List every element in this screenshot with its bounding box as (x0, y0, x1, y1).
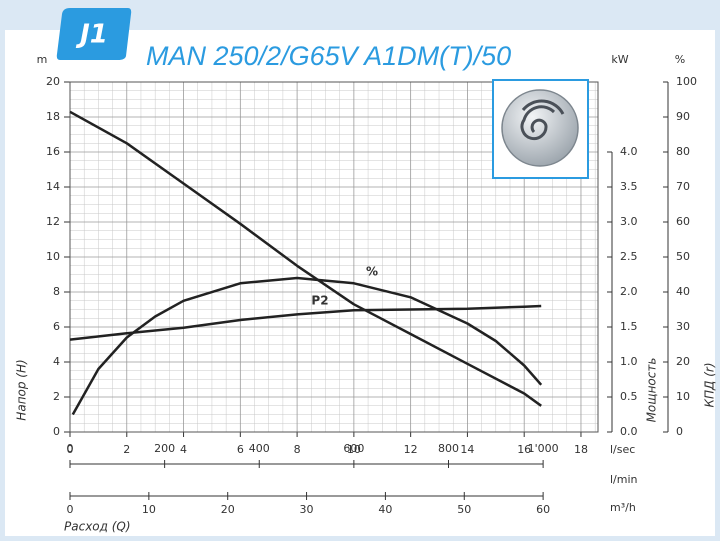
x-tick-label: 60 (536, 503, 550, 516)
y2-label: Мощность (645, 358, 659, 423)
x-unit: m³/h (610, 501, 636, 514)
chart-title: MAN 250/2/G65V A1DM(T)/50 (146, 41, 511, 71)
y-tick-label: 8 (53, 285, 60, 298)
x-tick-label: 12 (404, 443, 418, 456)
x-tick-label: 14 (460, 443, 474, 456)
y-tick-label: 18 (46, 110, 60, 123)
plot-frame (69, 81, 599, 433)
y2-unit: kW (611, 53, 628, 66)
x-tick-label: 0 (67, 503, 74, 516)
y3-tick-label: 50 (676, 250, 690, 263)
y3-tick-label: 20 (676, 355, 690, 368)
y-tick-label: 0 (53, 425, 60, 438)
badge-text: J1 (75, 20, 108, 50)
y-tick-label: 10 (46, 250, 60, 263)
curve (69, 304, 542, 341)
x-tick-label: 1'000 (528, 442, 559, 455)
y2-tick-label: 0.0 (620, 425, 638, 438)
curve-label: % (366, 265, 378, 279)
y3-tick-label: 10 (676, 390, 690, 403)
x-tick-label: 0 (67, 442, 74, 455)
x-tick-label: 4 (180, 443, 187, 456)
x-tick-label: 40 (378, 503, 392, 516)
y3-tick-label: 100 (676, 75, 697, 88)
x-tick-label: 16 (517, 443, 531, 456)
y-unit: m (37, 53, 48, 66)
curve-label: P2 (311, 294, 328, 308)
x-unit: l/min (610, 473, 638, 486)
x-tick-label: 6 (237, 443, 244, 456)
y3-tick-label: 90 (676, 110, 690, 123)
x-tick-label: 10 (347, 443, 361, 456)
y3-tick-label: 80 (676, 145, 690, 158)
x-tick-label: 2 (123, 443, 130, 456)
y3-tick-label: 40 (676, 285, 690, 298)
curve (69, 110, 542, 407)
y3-tick-label: 0 (676, 425, 683, 438)
y-tick-label: 16 (46, 145, 60, 158)
y3-label: КПД (r) (703, 362, 717, 407)
x-tick-label: 30 (300, 503, 314, 516)
y2-tick-label: 2.5 (620, 250, 638, 263)
x-unit: l/sec (610, 443, 635, 456)
y-tick-label: 6 (53, 320, 60, 333)
impeller-inset (492, 79, 589, 179)
y2-tick-label: 1.5 (620, 320, 638, 333)
y-tick-label: 2 (53, 390, 60, 403)
badge (56, 8, 132, 60)
x-label: Расход (Q) (64, 520, 131, 534)
y3-tick-label: 30 (676, 320, 690, 333)
x-tick-label: 0 (67, 443, 74, 456)
y3-tick-label: 60 (676, 215, 690, 228)
y2-tick-label: 0.5 (620, 390, 638, 403)
y2-tick-label: 3.5 (620, 180, 638, 193)
x-tick-label: 800 (438, 442, 459, 455)
y-tick-label: 14 (46, 180, 60, 193)
x-tick-label: 8 (294, 443, 301, 456)
curve (71, 276, 543, 416)
y3-tick-label: 70 (676, 180, 690, 193)
y-label: Напор (H) (15, 359, 29, 420)
x-tick-label: 10 (142, 503, 156, 516)
y2-tick-label: 1.0 (620, 355, 638, 368)
y3-unit: % (675, 53, 685, 66)
y2-tick-label: 2.0 (620, 285, 638, 298)
x-tick-label: 400 (249, 442, 270, 455)
y-tick-label: 4 (53, 355, 60, 368)
y-tick-label: 12 (46, 215, 60, 228)
x-tick-label: 18 (574, 443, 588, 456)
x-tick-label: 50 (457, 503, 471, 516)
y-tick-label: 20 (46, 75, 60, 88)
x-tick-label: 20 (221, 503, 235, 516)
y2-tick-label: 3.0 (620, 215, 638, 228)
x-tick-label: 200 (154, 442, 175, 455)
x-tick-label: 600 (343, 442, 364, 455)
y2-tick-label: 4.0 (620, 145, 638, 158)
